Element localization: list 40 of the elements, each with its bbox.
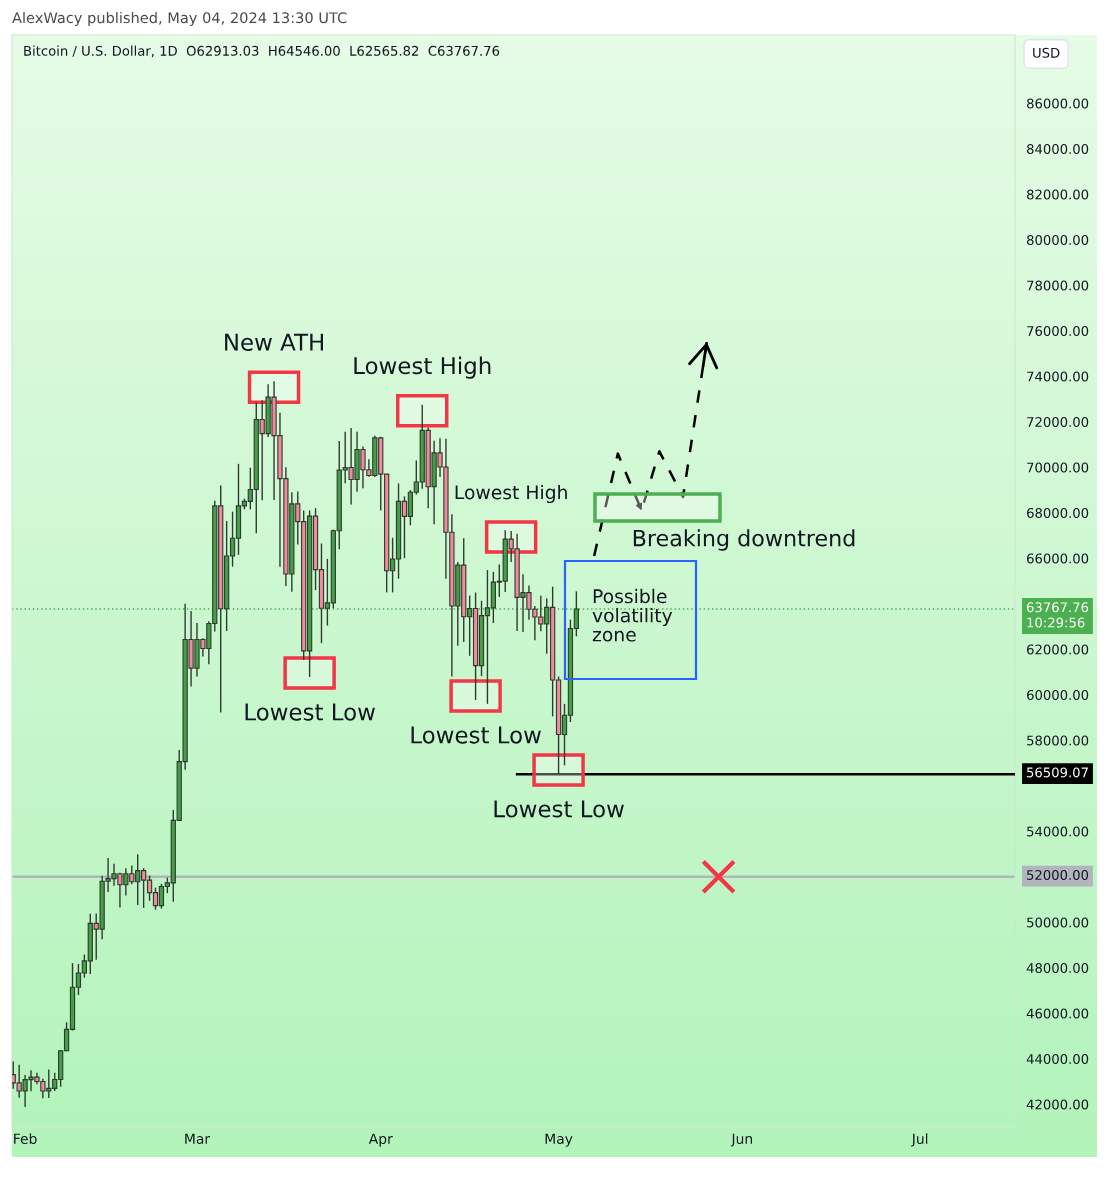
y-tick-label: 48000.00 [1026,962,1089,973]
y-tick-label: 58000.00 [1027,735,1089,746]
y-tick-label: 82000.00 [1027,189,1089,200]
y-tick-label: 70000.00 [1027,462,1089,473]
ref-line-label: 52000.00 [1027,869,1089,880]
y-tick-label: 46000.00 [1026,1008,1089,1019]
x-tick-label: Feb [14,1133,37,1144]
x-tick-label: Jul [911,1133,928,1147]
annotation: Lowest Low [494,800,624,818]
y-tick-label: 80000.00 [1027,234,1089,245]
y-tick-label: 44000.00 [1026,1053,1089,1064]
y-tick-label: 72000.00 [1027,416,1089,427]
y-axis-title: USD [1033,47,1060,58]
annotation: New ATH [225,333,323,351]
y-tick-label: 66000.00 [1027,553,1089,564]
annotation: Possible volatility zone [592,588,673,642]
annotation: Lowest High [455,484,567,504]
text: AlexWacy published, May 04, 2024 13:30 UTC [12,11,347,27]
y-tick-label: 68000.00 [1027,507,1089,518]
annotation: Lowest Low [411,726,541,744]
x-tick-label: Mar [185,1133,211,1144]
data-label: 56509.07 [1027,767,1088,778]
y-tick-label: 86000.00 [1027,98,1089,109]
y-tick-label: 62000.00 [1027,644,1089,655]
y-tick-label: 78000.00 [1027,280,1089,291]
y-tick-label: 74000.00 [1027,371,1089,382]
annotation: Lowest Low [245,703,375,721]
y-tick-label: 60000.00 [1027,689,1089,700]
annotation: Lowest High [354,356,491,379]
y-tick-label: 84000.00 [1027,143,1089,154]
ref-line-label: 63767.76 10:29:56 [1026,602,1089,628]
y-tick-label: 54000.00 [1027,826,1089,837]
annotation: Breaking downtrend [633,529,855,551]
text: Bitcoin / U.S. Dollar, 1D O62913.03 H64546.00 L62565.82 C63767.76 [24,45,500,58]
y-tick-label: 42000.00 [1026,1099,1089,1110]
x-tick-label: Apr [368,1133,393,1147]
y-tick-label: 50000.00 [1027,917,1089,928]
y-tick-label: 76000.00 [1027,325,1089,336]
x-tick-label: Jun [730,1133,752,1147]
x-tick-label: May [545,1133,573,1147]
